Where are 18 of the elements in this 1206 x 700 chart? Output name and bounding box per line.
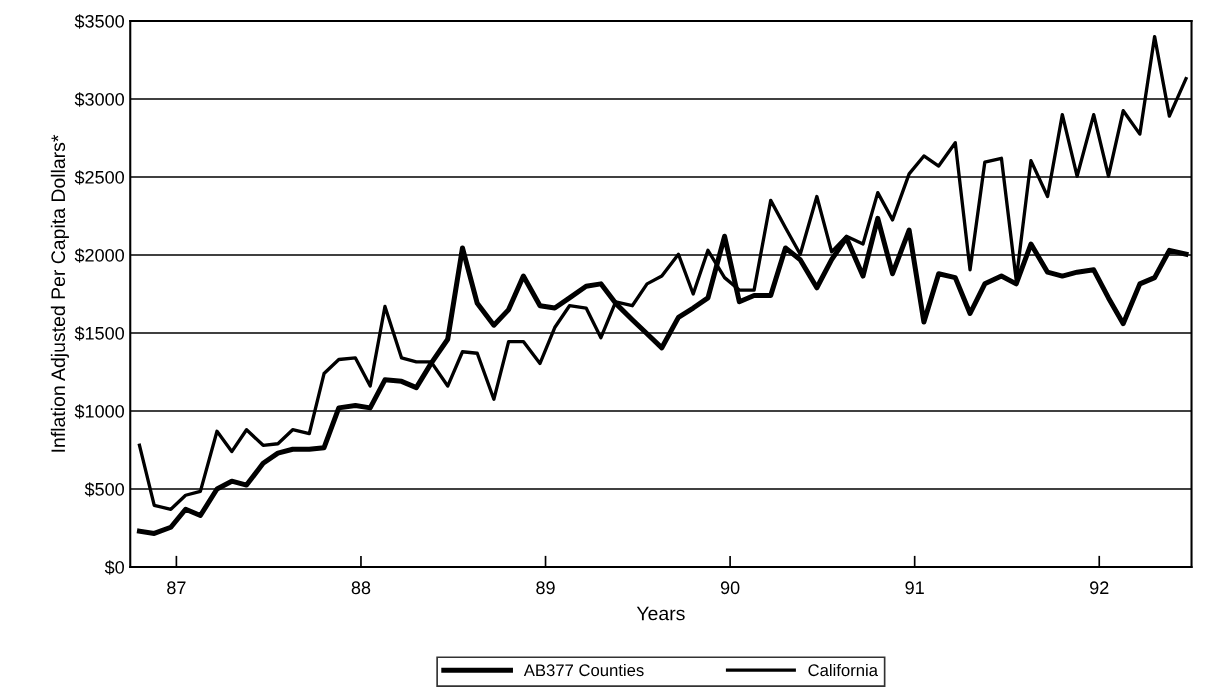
- x-tick-label: 90: [720, 581, 740, 595]
- x-tick-label: 92: [1090, 581, 1109, 595]
- y-tick-label: $3500: [74, 14, 124, 29]
- y-tick-label: $2000: [74, 248, 124, 263]
- x-tick-label: 88: [351, 581, 371, 595]
- y-tick-label: $500: [84, 482, 124, 497]
- y-tick-label: $3000: [74, 92, 124, 107]
- y-axis-title: Inflation Adjusted Per Capita Dollars*: [50, 134, 69, 452]
- y-tick-label: $0: [104, 560, 124, 575]
- legend-label: AB377 Counties: [523, 663, 644, 677]
- x-tick-label: 87: [167, 581, 186, 595]
- legend-label: California: [808, 663, 878, 677]
- x-axis-title: Years: [636, 606, 685, 621]
- y-tick-label: $2500: [74, 170, 124, 185]
- x-tick-label: 91: [905, 581, 924, 595]
- y-tick-label: $1500: [74, 326, 124, 341]
- y-tick-label: $1000: [74, 404, 124, 419]
- x-tick-label: 89: [536, 581, 555, 595]
